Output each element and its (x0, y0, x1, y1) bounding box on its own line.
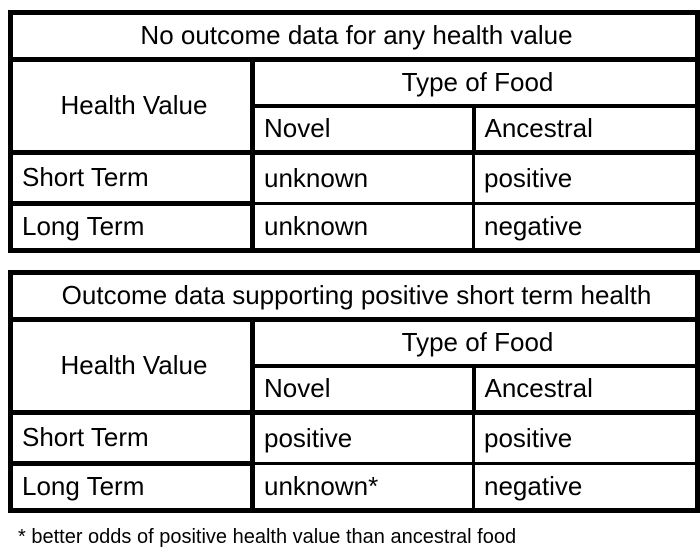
table-row: Short Term positive positive (10, 410, 700, 466)
table-row: Long Term unknown negative (10, 201, 700, 253)
health-value-header: Health Value (10, 319, 255, 415)
positive-short-term-table: Outcome data supporting positive short t… (8, 270, 700, 513)
row-label-long-term: Long Term (10, 461, 255, 513)
table-row: Short Term unknown positive (10, 150, 700, 206)
cell-long-term-novel: unknown (251, 202, 475, 252)
type-of-food-header: Type of Food (252, 59, 698, 108)
table-title: Outcome data supporting positive short t… (10, 272, 698, 322)
cell-long-term-novel: unknown* (251, 462, 475, 512)
cell-short-term-ancestral: positive (471, 411, 700, 465)
column-header-novel: Novel (252, 365, 474, 415)
table-row: Long Term unknown* negative (10, 461, 700, 513)
cell-short-term-novel: positive (251, 411, 475, 465)
cell-long-term-ancestral: negative (471, 202, 700, 252)
type-of-food-header: Type of Food (252, 319, 698, 368)
column-header-ancestral: Ancestral (471, 365, 698, 415)
row-label-long-term: Long Term (10, 201, 255, 253)
no-outcome-table: No outcome data for any health value Hea… (8, 10, 700, 253)
cell-short-term-ancestral: positive (471, 151, 700, 205)
row-label-short-term: Short Term (10, 150, 255, 206)
column-header-novel: Novel (252, 105, 474, 155)
cell-long-term-ancestral: negative (471, 462, 700, 512)
footnote: * better odds of positive health value t… (18, 526, 517, 548)
row-label-short-term: Short Term (10, 410, 255, 466)
cell-short-term-novel: unknown (251, 151, 475, 205)
health-value-header: Health Value (10, 59, 255, 155)
column-header-ancestral: Ancestral (471, 105, 698, 155)
table-title: No outcome data for any health value (10, 12, 698, 62)
